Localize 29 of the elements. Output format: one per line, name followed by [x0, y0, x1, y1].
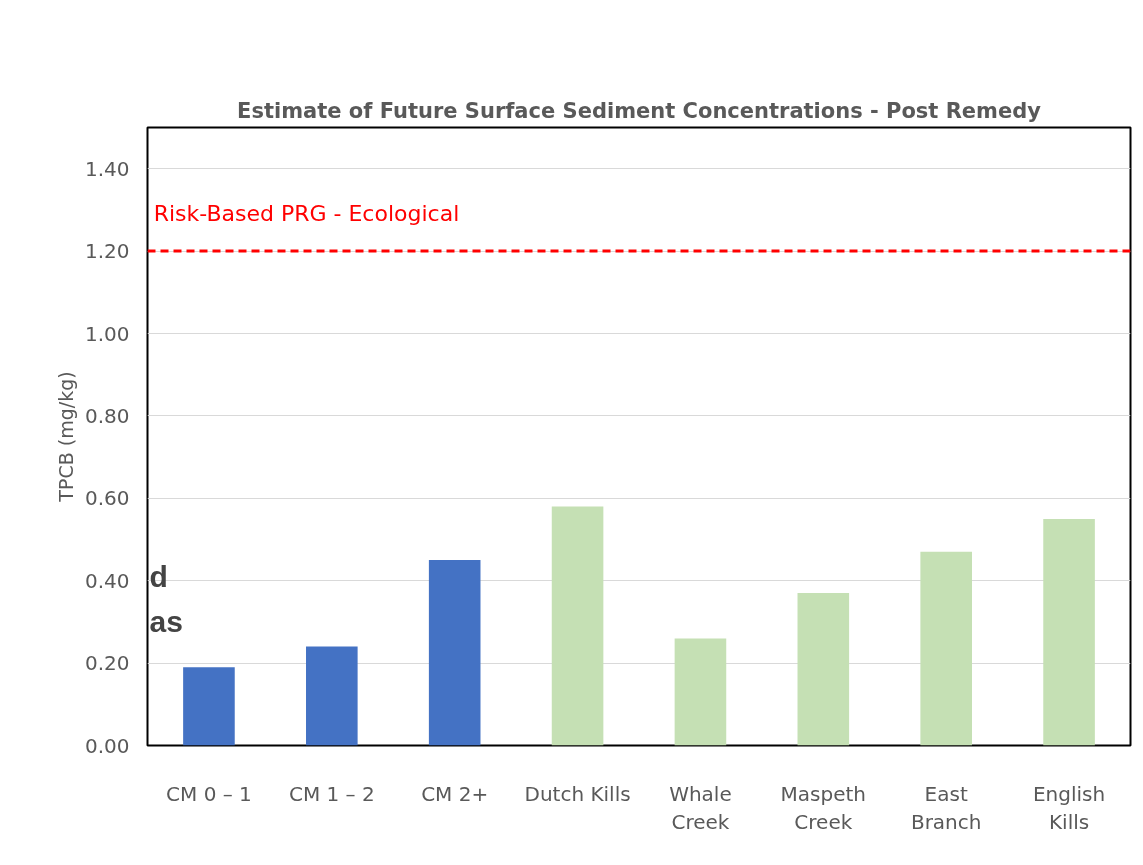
y-axis-title: TPCB (mg/kg): [54, 371, 77, 503]
x-tick-label: Dutch Kills: [524, 781, 631, 806]
y-tick-label: 1.00: [84, 321, 130, 346]
chart-title: Estimate of Future Surface Sediment Concentrations - Post Remedy: [237, 98, 1042, 123]
y-tick-label: 0.00: [84, 733, 130, 758]
ref-line-label: Risk-Based PRG - Ecological: [153, 201, 460, 227]
y-tick-label: 1.20: [84, 239, 130, 264]
bar: [674, 638, 727, 746]
y-tick-label: 1.40: [84, 156, 130, 181]
bar: [306, 646, 358, 746]
annotation: d: [149, 559, 168, 593]
bar: [797, 593, 850, 746]
y-tick-label: 0.80: [84, 403, 130, 428]
bar: [920, 551, 972, 746]
y-tick-label: 0.40: [84, 568, 130, 593]
x-tick-label: Whale Creek: [669, 781, 732, 835]
x-tick-label: CM 0 – 1: [166, 781, 252, 806]
bar: [428, 560, 481, 746]
x-tick-label: CM 1 – 2: [288, 781, 375, 806]
x-tick-label: CM 2+: [421, 781, 489, 806]
y-tick-label: 0.20: [84, 651, 130, 676]
x-tick-label: Maspeth Creek: [780, 781, 867, 835]
x-tick-label: English Kills: [1032, 781, 1106, 835]
y-tick-label: 0.60: [84, 486, 130, 511]
bar: [183, 667, 235, 746]
bar: [1043, 518, 1095, 746]
bar: [551, 506, 604, 746]
annotation: as: [149, 604, 183, 638]
x-tick-label: East Branch: [910, 781, 982, 835]
